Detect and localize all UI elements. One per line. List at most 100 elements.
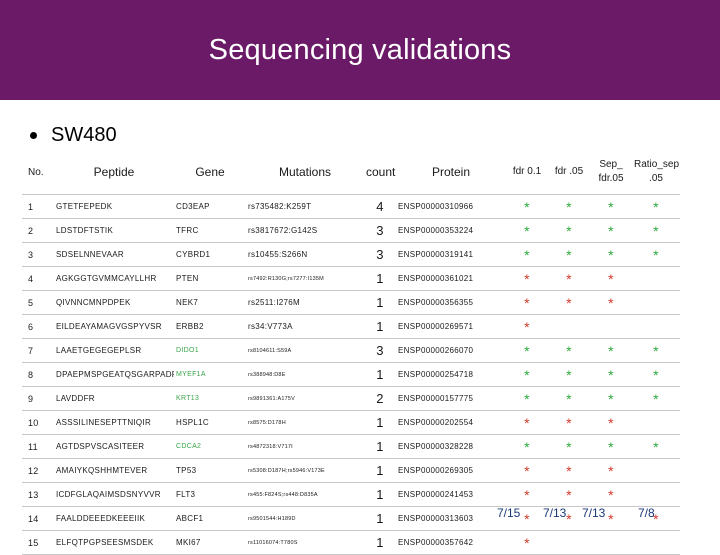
cell-peptide: EILDEAYAMAGVGSPYVSR: [54, 314, 174, 339]
cell-star-3: [632, 482, 680, 507]
cell-no: 10: [22, 410, 54, 435]
cell-mutations: rs8104611:S59A: [246, 338, 364, 363]
cell-peptide: AGKGGTGVMMCAYLLHR: [54, 266, 174, 291]
green-star-icon: *: [524, 390, 530, 407]
footer-ratio-sep-ratio: 7/8: [638, 506, 655, 520]
table-row: 7 LAAETGEGEGEPLSR DIDO1 rs8104611:S59A 3 ENSP…: [22, 338, 680, 363]
cell-star-0: *: [506, 194, 548, 219]
cell-star-3: [632, 410, 680, 435]
table-row: 10 ASSSILINESEPTTNIQIR HSPL1C rs8575:D178H 1…: [22, 410, 680, 435]
green-star-icon: *: [653, 366, 659, 383]
title-banner: Sequencing validations: [0, 0, 720, 100]
green-star-icon: *: [653, 342, 659, 359]
cell-gene: HSPL1C: [174, 410, 246, 435]
cell-star-2: *: [590, 410, 632, 435]
cell-star-0: *: [506, 362, 548, 387]
cell-count: 3: [364, 338, 396, 363]
cell-count: 1: [364, 482, 396, 507]
cell-star-3: *: [632, 362, 680, 387]
green-star-icon: *: [566, 390, 572, 407]
cell-mutations: rs5308:D187H;rs5946:V173E: [246, 458, 364, 483]
green-star-icon: *: [653, 246, 659, 263]
cell-mutations: rs11016074:T780S: [246, 530, 364, 555]
cell-count: 2: [364, 386, 396, 411]
cell-no: 6: [22, 314, 54, 339]
cell-peptide: QIVNNCMNPDPEK: [54, 290, 174, 315]
cell-star-1: *: [548, 434, 590, 459]
red-star-icon: *: [566, 294, 572, 311]
cell-protein: ENSP00000269571: [396, 314, 506, 339]
header-fdr01: fdr 0.1: [506, 150, 548, 195]
red-star-icon: *: [608, 486, 614, 503]
cell-mutations: rs7492:R130G;rs7277:I135M: [246, 266, 364, 291]
validation-table: No. Peptide Gene Mutations count Protein…: [22, 150, 680, 555]
cell-gene: ERBB2: [174, 314, 246, 339]
cell-star-3: [632, 458, 680, 483]
red-star-icon: *: [524, 318, 530, 335]
table-row: 4 AGKGGTGVMMCAYLLHR PTEN rs7492:R130G;rs727…: [22, 266, 680, 291]
header-count: count: [364, 150, 396, 195]
red-star-icon: *: [524, 414, 530, 431]
red-star-icon: *: [524, 486, 530, 503]
red-star-icon: *: [524, 462, 530, 479]
cell-star-1: *: [548, 266, 590, 291]
green-star-icon: *: [524, 246, 530, 263]
red-star-icon: *: [566, 486, 572, 503]
cell-star-3: *: [632, 506, 680, 531]
cell-star-0: *: [506, 482, 548, 507]
cell-mutations: rs9501544:H189D: [246, 506, 364, 531]
cell-star-2: *: [590, 266, 632, 291]
green-star-icon: *: [524, 342, 530, 359]
cell-peptide: ASSSILINESEPTTNIQIR: [54, 410, 174, 435]
cell-count: 4: [364, 194, 396, 219]
cell-peptide: SDSELNNEVAAR: [54, 242, 174, 267]
cell-star-2: *: [590, 434, 632, 459]
cell-peptide: LDSTDFTSTIK: [54, 218, 174, 243]
cell-star-1: *: [548, 458, 590, 483]
cell-star-0: *: [506, 314, 548, 339]
cell-star-1: *: [548, 194, 590, 219]
green-star-icon: *: [566, 198, 572, 215]
green-star-icon: *: [566, 438, 572, 455]
cell-mutations: rs2511:I276M: [246, 290, 364, 315]
cell-protein: ENSP00000310966: [396, 194, 506, 219]
cell-count: 1: [364, 458, 396, 483]
table-body: 1 GTETFEPEDK CD3EAP rs735482:K259T 4 ENSP0000…: [22, 194, 680, 555]
cell-gene: DIDO1: [174, 338, 246, 363]
red-star-icon: *: [524, 270, 530, 287]
cell-gene: MKI67: [174, 530, 246, 555]
cell-no: 5: [22, 290, 54, 315]
footer-fdr05-ratio: 7/13: [543, 506, 567, 520]
footer-fdr01-ratio: 7/15: [497, 506, 521, 520]
cell-no: 11: [22, 434, 54, 459]
cell-gene: CYBRD1: [174, 242, 246, 267]
cell-star-1: *: [548, 410, 590, 435]
cell-gene: CD3EAP: [174, 194, 246, 219]
cell-no: 4: [22, 266, 54, 291]
cell-star-0: *: [506, 530, 548, 555]
cell-count: 1: [364, 314, 396, 339]
table-row: 3 SDSELNNEVAAR CYBRD1 rs10455:S266N 3 ENSP000…: [22, 242, 680, 267]
cell-star-1: *: [548, 482, 590, 507]
cell-star-3: [632, 290, 680, 315]
cell-no: 9: [22, 386, 54, 411]
cell-star-0: *: [506, 266, 548, 291]
green-star-icon: *: [566, 342, 572, 359]
cell-mutations: rs388948:D8E: [246, 362, 364, 387]
header-ratio-sep: Ratio_sep .05: [632, 150, 680, 195]
cell-count: 3: [364, 242, 396, 267]
table-row: 15 ELFQTPGPSEESMSDEK MKI67 rs11016074:T780S…: [22, 530, 680, 555]
cell-star-2: *: [590, 290, 632, 315]
cell-star-0: *: [506, 338, 548, 363]
table-row: 11 AGTDSPVSCASITEER CDCA2 rs4872318:V717I 1 E…: [22, 434, 680, 459]
cell-no: 13: [22, 482, 54, 507]
subtitle-bullet: SW480: [30, 124, 117, 147]
cell-gene: TP53: [174, 458, 246, 483]
cell-count: 1: [364, 530, 396, 555]
red-star-icon: *: [608, 462, 614, 479]
green-star-icon: *: [524, 366, 530, 383]
footer-sep-ratio: 7/13: [582, 506, 606, 520]
green-star-icon: *: [608, 198, 614, 215]
cell-star-1: [548, 530, 590, 555]
red-star-icon: *: [566, 414, 572, 431]
